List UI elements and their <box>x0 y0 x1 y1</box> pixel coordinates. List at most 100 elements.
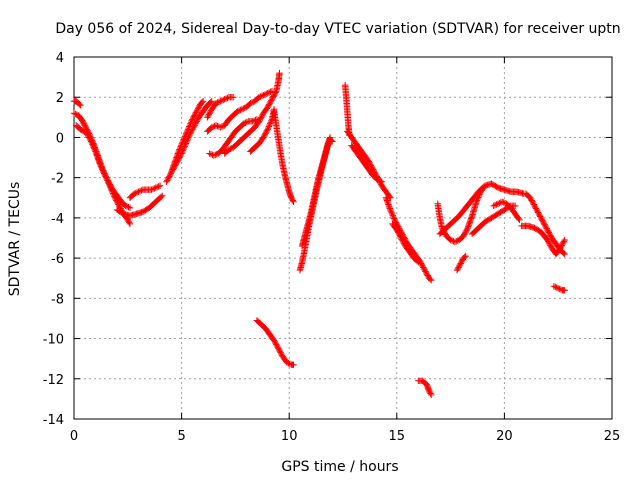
data-point <box>185 133 193 140</box>
data-point <box>248 99 256 106</box>
data-point <box>270 93 277 100</box>
data-point <box>215 98 223 106</box>
data-point <box>207 108 214 116</box>
data-point <box>389 212 397 219</box>
data-point <box>192 109 200 116</box>
data-point <box>191 122 198 129</box>
data-point <box>103 174 110 181</box>
data-point <box>258 114 265 121</box>
data-point <box>558 242 565 249</box>
data-point <box>263 128 270 136</box>
data-point <box>264 126 271 133</box>
data-point <box>87 136 94 144</box>
data-point <box>170 165 177 172</box>
data-point <box>258 92 266 100</box>
data-point <box>500 199 507 206</box>
data-point <box>547 242 554 249</box>
data-point <box>538 216 545 223</box>
data-point <box>542 224 550 231</box>
data-point <box>557 244 564 252</box>
data-point <box>266 121 273 129</box>
x-tick-label: 0 <box>70 429 78 444</box>
y-tick-label: -10 <box>43 333 64 348</box>
data-point <box>70 110 78 117</box>
data-point <box>266 100 274 107</box>
data-point <box>374 176 381 183</box>
data-point <box>164 177 171 184</box>
series-seg-15 <box>296 136 336 274</box>
data-point <box>326 134 334 141</box>
data-point <box>461 230 469 237</box>
data-point <box>447 236 454 244</box>
data-point <box>166 173 173 180</box>
data-point <box>397 233 404 240</box>
data-point <box>533 206 540 214</box>
y-tick-label: -2 <box>51 172 64 187</box>
data-point <box>257 115 264 122</box>
data-point <box>131 190 138 197</box>
data-point <box>377 177 384 185</box>
series-seg-29 <box>518 222 568 258</box>
data-point <box>227 145 234 153</box>
data-point <box>82 123 89 130</box>
data-point <box>126 219 133 226</box>
data-point <box>539 217 546 224</box>
data-point <box>210 152 218 159</box>
data-point <box>473 198 480 205</box>
data-point <box>560 249 567 257</box>
data-point <box>212 100 220 107</box>
data-point <box>194 116 201 124</box>
data-point <box>400 240 408 247</box>
data-point <box>490 202 497 210</box>
data-point <box>511 202 519 210</box>
x-axis-label: GPS time / hours <box>281 459 398 475</box>
y-tick-label: -12 <box>43 373 64 388</box>
data-point <box>261 91 269 98</box>
data-point <box>189 114 197 122</box>
data-point <box>516 216 523 224</box>
data-point <box>394 228 401 235</box>
data-point <box>267 88 274 96</box>
data-point <box>545 229 553 236</box>
data-point <box>496 199 503 207</box>
data-point <box>255 118 263 125</box>
data-point <box>458 257 466 264</box>
data-point <box>263 127 271 134</box>
y-axis-label: SDTVAR / TECUs <box>7 182 23 297</box>
data-point <box>539 218 547 226</box>
data-point <box>163 178 170 185</box>
data-point <box>77 102 84 109</box>
data-point <box>463 226 471 233</box>
data-point <box>544 228 552 235</box>
data-point <box>189 124 197 132</box>
data-point <box>530 201 538 208</box>
data-point <box>453 238 460 245</box>
data-point <box>544 238 552 245</box>
data-point <box>396 232 403 239</box>
data-point <box>82 124 90 132</box>
data-point <box>260 134 267 141</box>
data-point <box>448 237 456 244</box>
series-seg-19 <box>348 142 385 185</box>
data-point <box>156 182 164 189</box>
data-point <box>276 348 284 355</box>
data-point <box>90 144 97 151</box>
data-point <box>76 101 83 108</box>
data-point <box>515 215 522 222</box>
data-point <box>180 146 187 153</box>
data-point <box>235 107 243 114</box>
data-point <box>176 154 183 161</box>
data-point <box>395 229 402 236</box>
data-point <box>541 221 548 228</box>
data-point <box>265 89 273 96</box>
data-point <box>204 112 212 120</box>
data-point <box>249 118 256 125</box>
series-seg-6 <box>163 98 207 185</box>
data-point <box>205 111 213 118</box>
data-point <box>543 225 550 232</box>
data-point <box>288 195 296 203</box>
data-point <box>272 340 279 347</box>
data-point <box>192 119 200 126</box>
series-seg-21 <box>389 220 422 266</box>
